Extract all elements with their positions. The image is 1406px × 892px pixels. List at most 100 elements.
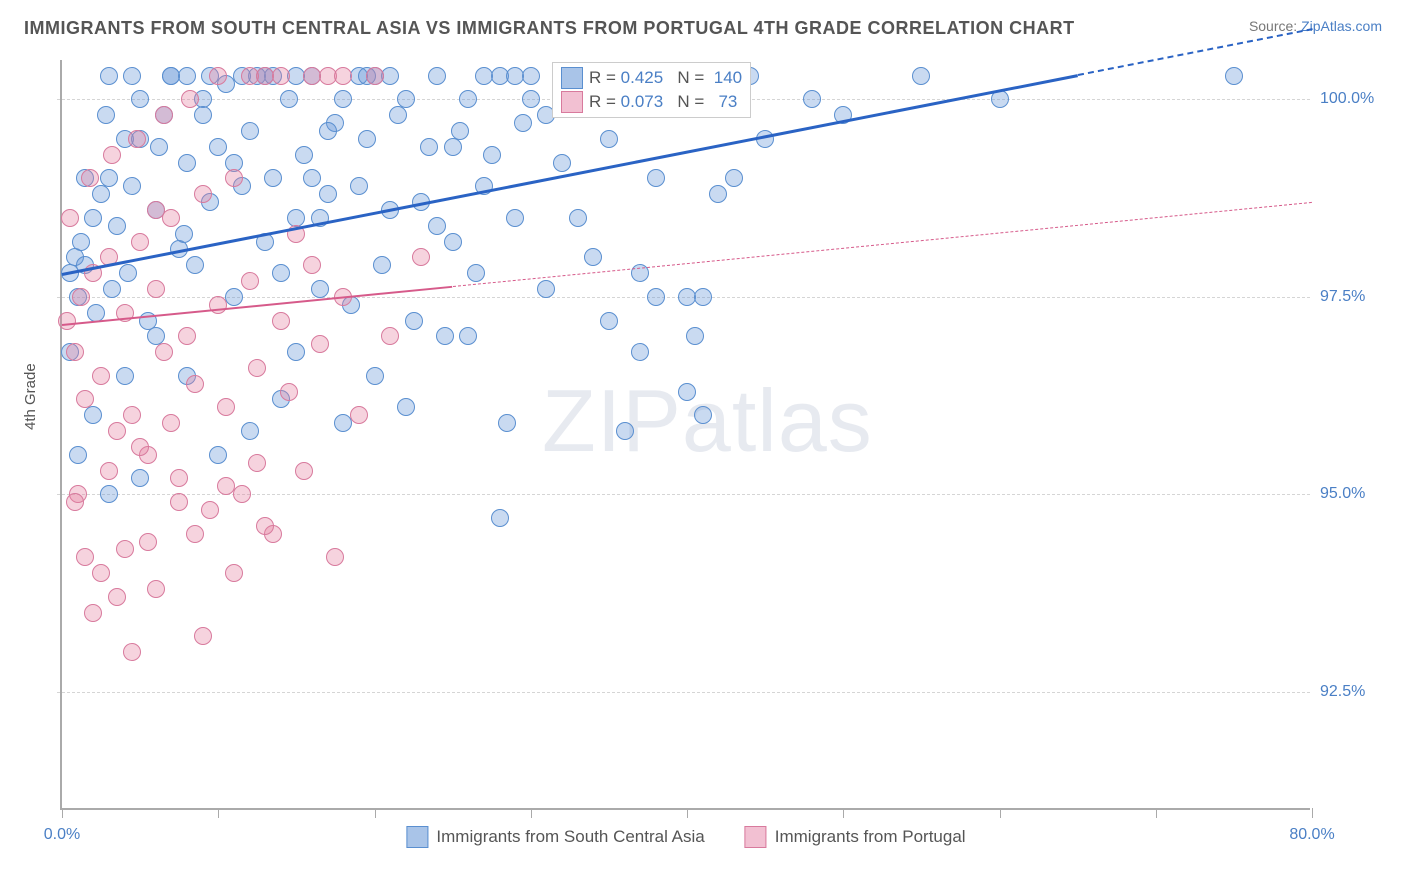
x-tick-label: 80.0% (1289, 826, 1334, 844)
data-point (1225, 67, 1243, 85)
data-point (108, 217, 126, 235)
data-point (420, 138, 438, 156)
correlation-legend: R = 0.425 N = 140 R = 0.073 N = 73 (552, 62, 751, 118)
data-point (272, 312, 290, 330)
data-point (61, 209, 79, 227)
y-tick-label: 92.5% (1320, 683, 1400, 701)
data-point (155, 343, 173, 361)
data-point (217, 477, 235, 495)
data-point (217, 398, 235, 416)
data-point (181, 90, 199, 108)
x-tick (375, 808, 376, 818)
data-point (92, 564, 110, 582)
x-tick (687, 808, 688, 818)
data-point (241, 67, 259, 85)
chart-plot-area: ZIPatlas Immigrants from South Central A… (60, 60, 1310, 810)
data-point (248, 359, 266, 377)
data-point (326, 548, 344, 566)
data-point (186, 375, 204, 393)
data-point (272, 264, 290, 282)
data-point (103, 280, 121, 298)
data-point (694, 288, 712, 306)
correlation-text: R = 0.425 N = 140 (589, 68, 742, 88)
data-point (147, 580, 165, 598)
data-point (175, 225, 193, 243)
data-point (334, 90, 352, 108)
data-point (147, 280, 165, 298)
data-point (58, 312, 76, 330)
x-tick (1312, 808, 1313, 818)
data-point (319, 122, 337, 140)
data-point (139, 533, 157, 551)
data-point (912, 67, 930, 85)
data-point (100, 169, 118, 187)
data-point (108, 422, 126, 440)
x-tick (1000, 808, 1001, 818)
header: IMMIGRANTS FROM SOUTH CENTRAL ASIA VS IM… (0, 0, 1406, 47)
data-point (100, 485, 118, 503)
data-point (412, 248, 430, 266)
data-point (225, 564, 243, 582)
data-point (116, 367, 134, 385)
data-point (678, 383, 696, 401)
data-point (522, 67, 540, 85)
data-point (647, 288, 665, 306)
data-point (209, 446, 227, 464)
data-point (287, 343, 305, 361)
data-point (467, 264, 485, 282)
data-point (131, 233, 149, 251)
data-point (366, 67, 384, 85)
legend-item-asia: Immigrants from South Central Asia (406, 826, 704, 848)
data-point (397, 398, 415, 416)
data-point (584, 248, 602, 266)
data-point (256, 517, 274, 535)
data-point (241, 422, 259, 440)
data-point (103, 146, 121, 164)
data-point (694, 406, 712, 424)
data-point (84, 209, 102, 227)
data-point (162, 414, 180, 432)
data-point (194, 627, 212, 645)
data-point (150, 138, 168, 156)
data-point (631, 343, 649, 361)
gridline (57, 692, 1310, 693)
data-point (123, 406, 141, 424)
data-point (209, 138, 227, 156)
data-point (233, 485, 251, 503)
data-point (319, 185, 337, 203)
data-point (76, 390, 94, 408)
data-point (100, 67, 118, 85)
correlation-legend-row: R = 0.073 N = 73 (561, 91, 742, 113)
data-point (428, 217, 446, 235)
data-point (272, 67, 290, 85)
data-point (280, 90, 298, 108)
data-point (66, 343, 84, 361)
data-point (66, 493, 84, 511)
data-point (97, 106, 115, 124)
data-point (186, 525, 204, 543)
data-point (303, 67, 321, 85)
x-tick (843, 808, 844, 818)
x-tick (62, 808, 63, 818)
data-point (428, 67, 446, 85)
data-point (116, 540, 134, 558)
data-point (686, 327, 704, 345)
data-point (100, 462, 118, 480)
data-point (803, 90, 821, 108)
data-point (381, 67, 399, 85)
swatch-asia (406, 826, 428, 848)
data-point (709, 185, 727, 203)
data-point (303, 256, 321, 274)
legend-item-portugal: Immigrants from Portugal (745, 826, 966, 848)
y-axis-label: 4th Grade (22, 363, 39, 430)
data-point (373, 256, 391, 274)
legend-label-asia: Immigrants from South Central Asia (436, 827, 704, 847)
data-point (600, 130, 618, 148)
data-point (84, 604, 102, 622)
data-point (186, 256, 204, 274)
data-point (194, 185, 212, 203)
y-tick-label: 97.5% (1320, 288, 1400, 306)
data-point (498, 414, 516, 432)
source-link[interactable]: ZipAtlas.com (1301, 18, 1382, 34)
data-point (303, 169, 321, 187)
